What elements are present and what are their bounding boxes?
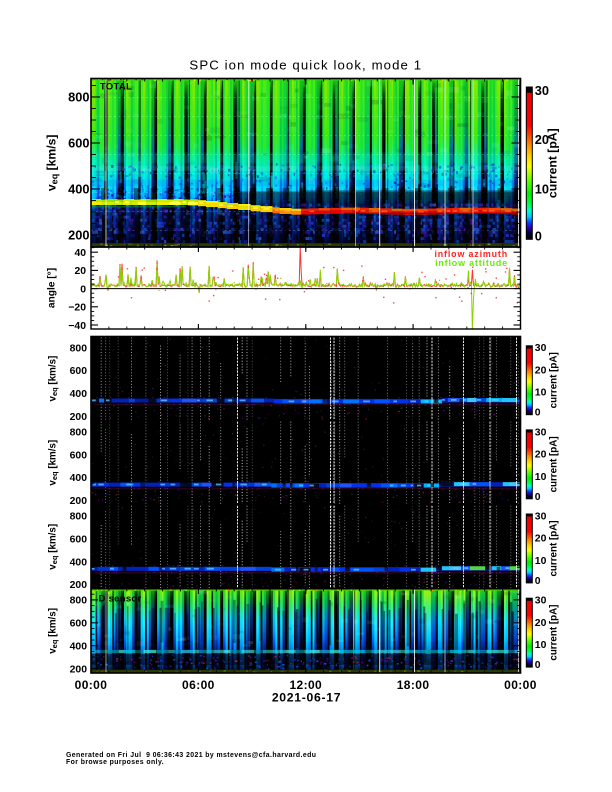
svg-text:600: 600 xyxy=(70,366,88,377)
svg-text:Generated on Fri Jul 9 06:36:: Generated on Fri Jul 9 06:36:43 2021 by … xyxy=(66,752,316,759)
svg-text:TOTAL: TOTAL xyxy=(100,82,132,93)
svg-text:200: 200 xyxy=(70,412,88,423)
svg-text:30: 30 xyxy=(535,512,547,523)
svg-text:veq [km/s]: veq [km/s] xyxy=(48,524,60,570)
svg-text:−20: −20 xyxy=(68,303,86,314)
svg-text:40: 40 xyxy=(74,248,86,259)
svg-text:2021-06-17: 2021-06-17 xyxy=(272,691,341,705)
svg-text:18:00: 18:00 xyxy=(397,678,430,692)
svg-text:0: 0 xyxy=(535,408,541,419)
svg-text:800: 800 xyxy=(70,596,88,607)
svg-text:30: 30 xyxy=(535,596,547,607)
svg-text:200: 200 xyxy=(68,228,89,243)
svg-text:800: 800 xyxy=(70,428,88,439)
svg-text:20: 20 xyxy=(535,618,547,629)
svg-text:400: 400 xyxy=(70,642,88,653)
svg-text:For browse purposes only.: For browse purposes only. xyxy=(66,759,164,766)
svg-text:12:00: 12:00 xyxy=(289,678,322,692)
svg-text:400: 400 xyxy=(70,473,88,484)
svg-text:200: 200 xyxy=(70,580,88,591)
svg-text:SPC ion mode quick look, mode: SPC ion mode quick look, mode 1 xyxy=(189,58,422,73)
svg-text:400: 400 xyxy=(70,389,88,400)
svg-text:20: 20 xyxy=(535,450,547,461)
svg-text:−40: −40 xyxy=(68,321,86,332)
svg-text:20: 20 xyxy=(74,266,86,277)
svg-text:0: 0 xyxy=(535,492,541,503)
svg-text:800: 800 xyxy=(70,343,88,354)
svg-text:06:00: 06:00 xyxy=(182,678,215,692)
svg-text:0: 0 xyxy=(535,660,541,671)
svg-text:200: 200 xyxy=(70,496,88,507)
svg-text:600: 600 xyxy=(68,136,89,151)
svg-text:0: 0 xyxy=(80,284,86,295)
svg-text:600: 600 xyxy=(70,619,88,630)
svg-text:10: 10 xyxy=(535,472,547,483)
svg-text:current [pA]: current [pA] xyxy=(545,128,559,198)
svg-text:0: 0 xyxy=(535,576,541,587)
svg-text:10: 10 xyxy=(535,640,547,651)
svg-text:200: 200 xyxy=(70,664,88,675)
svg-text:10: 10 xyxy=(535,181,549,196)
svg-text:600: 600 xyxy=(70,450,88,461)
svg-text:30: 30 xyxy=(535,343,547,354)
svg-text:0: 0 xyxy=(535,228,542,243)
svg-text:10: 10 xyxy=(535,556,547,567)
svg-text:veq [km/s]: veq [km/s] xyxy=(48,440,60,486)
svg-text:400: 400 xyxy=(70,557,88,568)
svg-text:00:00: 00:00 xyxy=(75,678,108,692)
svg-text:inflow attitude: inflow attitude xyxy=(435,258,508,268)
svg-text:angle [°]: angle [°] xyxy=(47,268,58,308)
svg-text:current [pA]: current [pA] xyxy=(548,520,559,576)
svg-text:current [pA]: current [pA] xyxy=(548,352,559,408)
svg-text:800: 800 xyxy=(68,90,89,105)
svg-text:veq [km/s]: veq [km/s] xyxy=(48,608,60,654)
svg-text:20: 20 xyxy=(535,534,547,545)
svg-text:800: 800 xyxy=(70,512,88,523)
svg-text:00:00: 00:00 xyxy=(504,678,537,692)
svg-text:10: 10 xyxy=(535,388,547,399)
svg-text:current [pA]: current [pA] xyxy=(548,436,559,492)
svg-text:30: 30 xyxy=(535,83,549,98)
svg-text:current [pA]: current [pA] xyxy=(548,605,559,661)
svg-text:D sensor: D sensor xyxy=(98,594,141,605)
svg-text:inflow azimuth: inflow azimuth xyxy=(434,249,508,259)
svg-text:400: 400 xyxy=(68,182,89,197)
svg-text:600: 600 xyxy=(70,535,88,546)
svg-text:20: 20 xyxy=(535,366,547,377)
svg-text:20: 20 xyxy=(535,132,549,147)
svg-text:veq [km/s]: veq [km/s] xyxy=(48,356,60,402)
svg-text:30: 30 xyxy=(535,427,547,438)
